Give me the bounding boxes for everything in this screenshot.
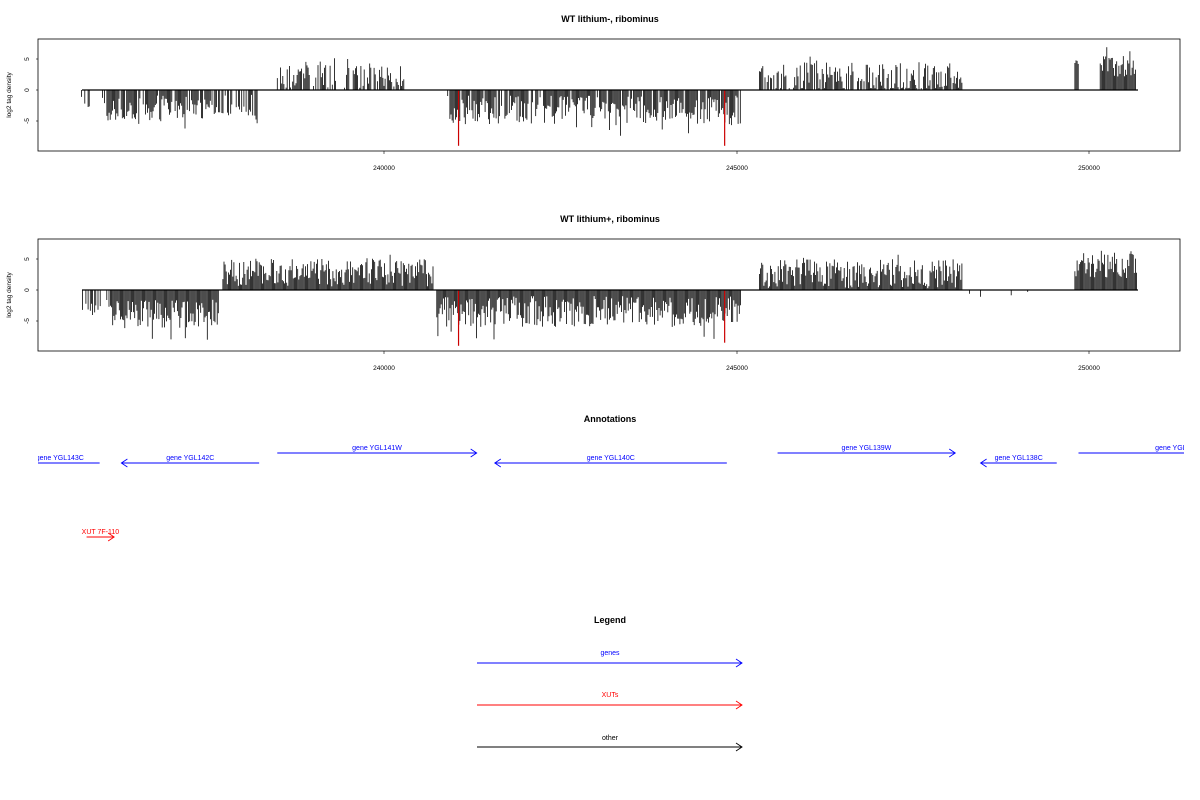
x-axis: 240000 245000 250000 (373, 351, 1100, 372)
annotation-tracks: gene YGL143C gene YGL142C gene YGL141W gene… (20, 445, 1200, 542)
density-panel-lithium-minus: WT lithium-, ribominus log2 tag density … (6, 14, 1181, 172)
density-bars (81, 47, 1136, 146)
y-tick-label: 5 (24, 257, 31, 261)
arrowhead-icon (470, 448, 478, 458)
gene-label: gene YGL138C (995, 455, 1043, 462)
x-tick-label: 240000 (373, 165, 395, 172)
legend-label: other (602, 735, 619, 742)
legend-label: genes (600, 650, 620, 657)
gene-label: gene YGL141W (352, 445, 402, 452)
y-tick-label: 0 (24, 88, 31, 92)
annotations-panel: Annotations gene YGL143C gene YGL142Cgene… (20, 414, 1200, 542)
arrowhead-icon (493, 458, 502, 468)
y-tick-label: 0 (24, 288, 31, 292)
x-tick-label: 250000 (1078, 365, 1100, 372)
legend-item-genes: genes (477, 650, 743, 668)
legend-title: Legend (594, 615, 626, 625)
y-tick-label: -5 (24, 118, 31, 124)
gene-label: gene YGL143C (36, 455, 84, 462)
plot-frame (37, 238, 1181, 352)
y-tick-label: 5 (24, 57, 31, 61)
density-bars (82, 250, 1137, 346)
arrowhead-icon (735, 700, 743, 710)
x-axis: 240000 245000 250000 (373, 151, 1100, 172)
y-axis-label: log2 tag density (6, 71, 13, 117)
arrowhead-icon (979, 458, 987, 468)
density-panel-lithium-plus: WT lithium+, ribominus log2 tag density … (6, 214, 1181, 372)
arrowhead-icon (107, 532, 115, 542)
arrowhead-icon (948, 448, 957, 458)
legend-label: XUTs (602, 692, 619, 699)
x-tick-label: 240000 (373, 365, 395, 372)
panel-title: WT lithium+, ribominus (560, 214, 660, 224)
y-axis: 5 0 -5 (24, 57, 38, 124)
x-tick-label: 245000 (726, 365, 748, 372)
legend: Legend genes XUTs other (477, 615, 743, 752)
legend-item-other: other (477, 735, 743, 752)
plot-frame (37, 38, 1181, 152)
arrowhead-icon (735, 742, 743, 752)
xut-label: XUT 7F-110 (82, 529, 120, 536)
panel-title: WT lithium-, ribominus (561, 14, 659, 24)
y-tick-label: -5 (24, 318, 31, 324)
arrowhead-icon (120, 458, 128, 468)
y-axis: 5 0 -5 (24, 257, 38, 324)
x-tick-label: 250000 (1078, 165, 1100, 172)
y-axis-label: log2 tag density (6, 271, 13, 317)
gene-label: gene YGL142C (166, 455, 214, 462)
legend-item-xuts: XUTs (477, 692, 743, 710)
x-tick-label: 245000 (726, 165, 748, 172)
gene-label: gene YGL137W (1155, 445, 1200, 452)
arrowhead-icon (20, 459, 26, 467)
gene-label: gene YGL139W (842, 445, 892, 452)
gene-label: gene YGL140C (587, 455, 635, 462)
arrowhead-icon (735, 658, 743, 668)
annotations-title: Annotations (584, 414, 637, 424)
